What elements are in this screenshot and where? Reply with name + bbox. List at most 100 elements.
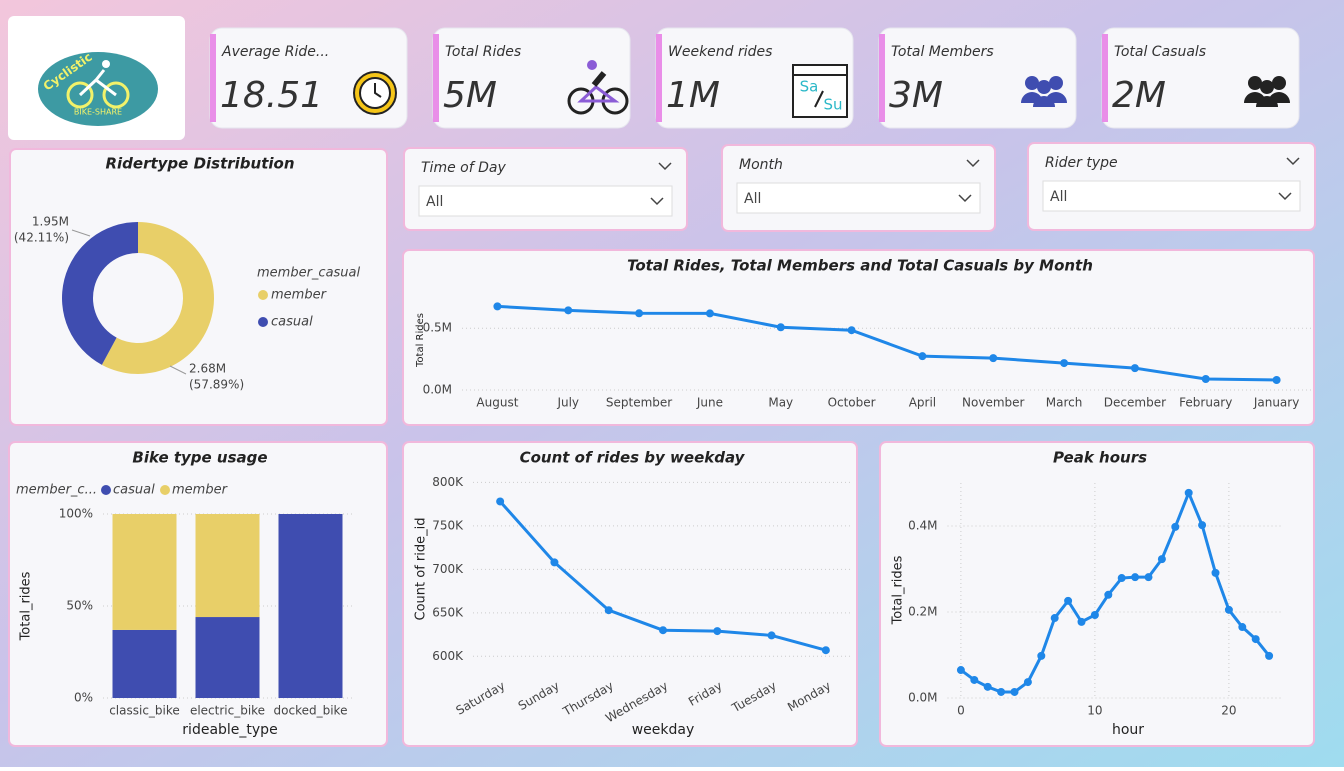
kpi-value: 2M bbox=[1112, 75, 1166, 116]
slicer-chevron bbox=[650, 197, 664, 206]
point bbox=[989, 354, 998, 363]
x-tick-label: December bbox=[1104, 396, 1166, 410]
data-label: (57.89%) bbox=[189, 378, 244, 392]
donut-slice bbox=[62, 222, 138, 365]
point bbox=[1144, 573, 1153, 582]
kpi-label: Weekend rides bbox=[668, 44, 772, 60]
logo: Cyclistic BIKE-SHARE bbox=[8, 16, 185, 140]
slicer-chevron bbox=[1286, 157, 1300, 166]
x-tick-label: classic_bike bbox=[109, 704, 180, 718]
y-axis-label: Count of ride_id bbox=[414, 518, 429, 621]
x-tick-label: August bbox=[476, 396, 518, 410]
logo-tagline: BIKE-SHARE bbox=[74, 108, 122, 117]
chart-title: Peak hours bbox=[1053, 449, 1147, 467]
slicer-label: Month bbox=[739, 157, 783, 173]
point bbox=[1224, 605, 1233, 614]
data-label: 1.95M bbox=[32, 215, 69, 229]
slicer-chevron bbox=[658, 162, 672, 171]
kpi-icon bbox=[1272, 76, 1286, 90]
point bbox=[1157, 555, 1166, 564]
kpi-accent bbox=[1102, 34, 1108, 122]
slicer-label: Rider type bbox=[1045, 155, 1118, 171]
point bbox=[970, 675, 979, 684]
logo-wheel bbox=[102, 81, 130, 109]
point bbox=[983, 682, 992, 691]
kpi-icon bbox=[1033, 96, 1055, 107]
legend-label: casual bbox=[271, 315, 313, 330]
legend-marker bbox=[258, 317, 268, 327]
logo-ellipse bbox=[38, 52, 158, 126]
x-axis-label: weekday bbox=[632, 722, 695, 738]
point bbox=[496, 497, 505, 506]
point bbox=[1171, 522, 1180, 531]
point bbox=[1077, 617, 1086, 626]
slicer-dropdown[interactable] bbox=[1042, 180, 1301, 212]
point bbox=[1050, 614, 1059, 623]
point bbox=[1238, 623, 1247, 632]
bar-segment bbox=[195, 617, 260, 698]
point bbox=[1201, 375, 1210, 384]
x-tick-label: May bbox=[768, 396, 793, 410]
legend-label: member bbox=[271, 288, 328, 303]
x-axis-label: hour bbox=[1112, 722, 1144, 738]
x-tick-label: June bbox=[696, 396, 723, 410]
point bbox=[1265, 651, 1274, 660]
kpi-label: Total Casuals bbox=[1114, 44, 1206, 60]
kpi-icon bbox=[1260, 80, 1274, 94]
bar-segment bbox=[278, 514, 343, 698]
point bbox=[550, 558, 559, 567]
point bbox=[1060, 359, 1069, 368]
slicer-dropdown[interactable] bbox=[418, 185, 673, 217]
point bbox=[1198, 521, 1207, 530]
slicer-dropdown[interactable] bbox=[736, 182, 981, 214]
slicer-value: All bbox=[744, 191, 761, 207]
y-tick-label: 50% bbox=[66, 599, 93, 613]
legend-marker bbox=[101, 485, 111, 495]
logo-frame bbox=[78, 69, 117, 97]
bar-segment bbox=[112, 629, 177, 698]
point bbox=[564, 306, 573, 315]
bar-segment bbox=[112, 514, 177, 630]
kpi-icon bbox=[591, 71, 607, 87]
point bbox=[1272, 375, 1281, 384]
point bbox=[956, 666, 965, 675]
y-tick-label: 0.0M bbox=[423, 383, 452, 397]
kpi-icon bbox=[587, 60, 597, 70]
point bbox=[1184, 488, 1193, 497]
kpi-label: Total Rides bbox=[445, 44, 521, 60]
point bbox=[1251, 635, 1260, 644]
kpi-value: 1M bbox=[666, 75, 720, 116]
kpi-icon bbox=[1025, 76, 1039, 90]
point bbox=[1023, 678, 1032, 687]
data-label: (42.11%) bbox=[14, 231, 69, 245]
legend-marker bbox=[258, 290, 268, 300]
y-tick-label: 800K bbox=[432, 475, 464, 489]
point bbox=[713, 627, 722, 636]
x-tick-label: October bbox=[828, 396, 876, 410]
kpi-value: 3M bbox=[889, 75, 943, 116]
x-tick-label: September bbox=[606, 396, 672, 410]
point bbox=[1104, 590, 1113, 599]
point bbox=[821, 646, 830, 655]
kpi-value: 5M bbox=[443, 75, 497, 116]
kpi-accent bbox=[656, 34, 662, 122]
donut-slice bbox=[101, 222, 215, 374]
y-axis-label: Total Rides bbox=[415, 313, 426, 368]
x-tick-label: April bbox=[909, 396, 936, 410]
y-tick-label: 600K bbox=[432, 649, 464, 663]
x-tick-label: 20 bbox=[1221, 704, 1236, 718]
point bbox=[1064, 596, 1073, 605]
x-tick-label: docked_bike bbox=[274, 704, 348, 718]
legend-label: casual bbox=[113, 483, 155, 498]
x-tick-label: electric_bike bbox=[190, 704, 265, 718]
point bbox=[997, 687, 1006, 696]
point bbox=[1037, 651, 1046, 660]
data-label: 2.68M bbox=[189, 362, 226, 376]
point bbox=[1131, 573, 1140, 582]
point bbox=[767, 631, 776, 640]
point bbox=[659, 626, 667, 635]
x-tick-label: February bbox=[1179, 396, 1232, 410]
y-tick-label: 650K bbox=[432, 605, 464, 619]
kpi-icon bbox=[374, 83, 382, 98]
leader-line bbox=[169, 365, 187, 375]
